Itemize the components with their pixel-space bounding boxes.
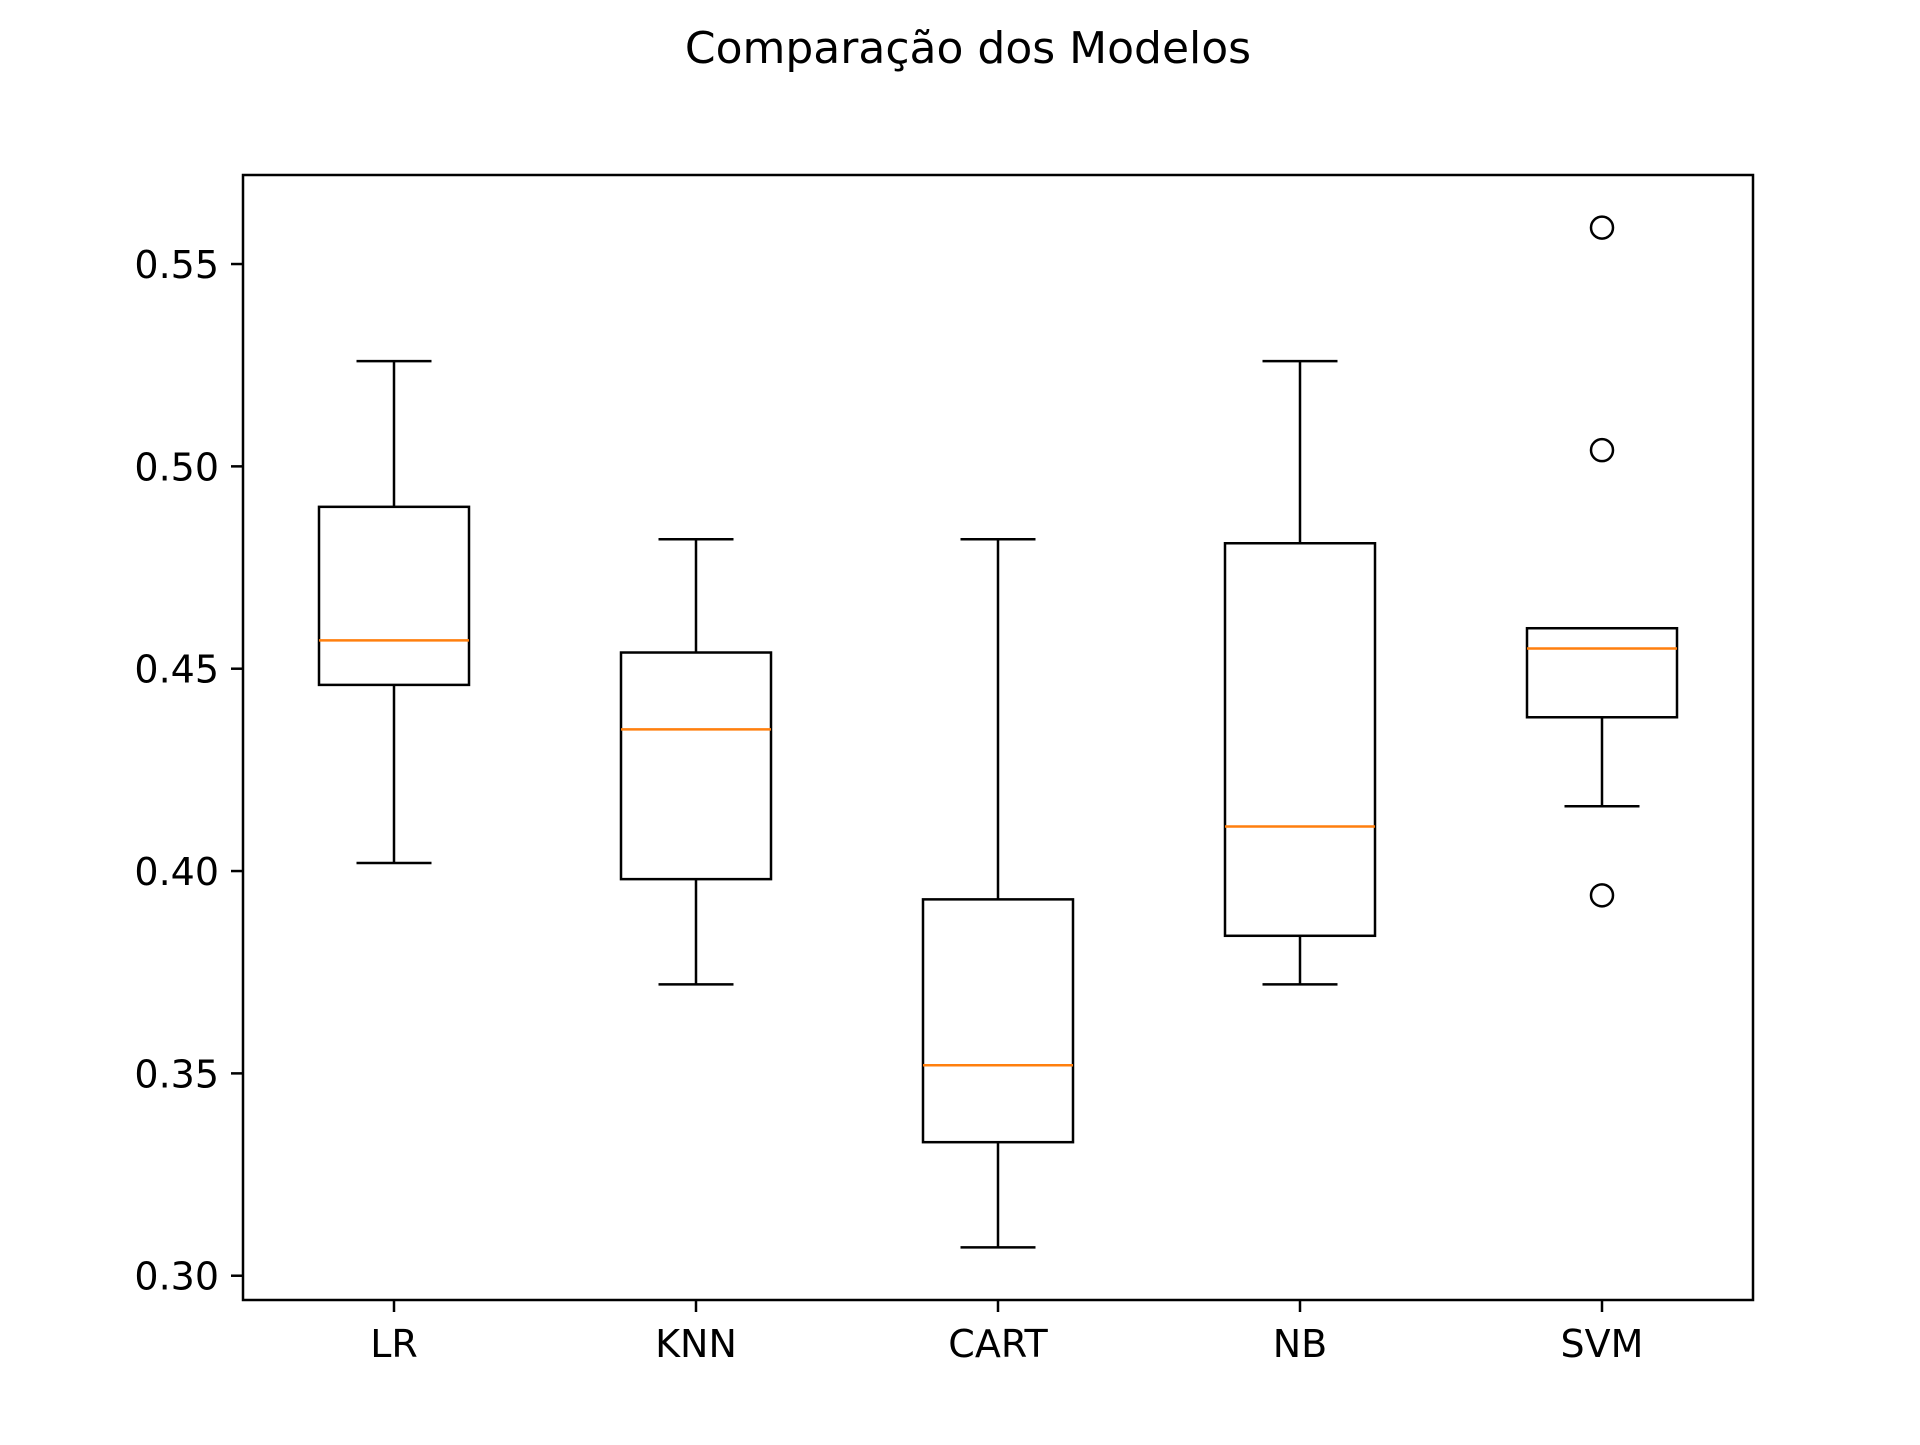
- box-knn: [619, 651, 773, 881]
- y-tick-label-5: 0.55: [134, 243, 219, 287]
- box-svm: [1525, 626, 1679, 719]
- chart-title: Comparação dos Modelos: [685, 23, 1251, 74]
- y-tick-label-2: 0.40: [134, 850, 219, 894]
- x-tick-label-nb: NB: [1273, 1322, 1328, 1366]
- plot-frame: [241, 173, 1755, 1302]
- box-lr: [317, 505, 471, 687]
- y-tick-label-4: 0.50: [134, 445, 219, 489]
- outlier-svm-2: [1589, 215, 1615, 240]
- plot-layer: 0.30 0.35 0.40 0.45 0.50 0.55 LR KNN CART NB SVM: [134, 215, 1679, 1366]
- x-tick-label-svm: SVM: [1561, 1322, 1644, 1366]
- y-tick-label-3: 0.45: [134, 648, 219, 692]
- outlier-svm-1: [1589, 437, 1615, 463]
- y-tick-label-0: 0.30: [134, 1255, 219, 1299]
- x-tick-label-lr: LR: [370, 1322, 418, 1366]
- box-cart: [921, 898, 1075, 1144]
- outlier-svm-0: [1589, 883, 1615, 908]
- x-tick-label-knn: KNN: [655, 1322, 737, 1366]
- y-tick-label-1: 0.35: [134, 1052, 219, 1096]
- box-nb: [1223, 542, 1377, 938]
- x-tick-label-cart: CART: [948, 1322, 1048, 1366]
